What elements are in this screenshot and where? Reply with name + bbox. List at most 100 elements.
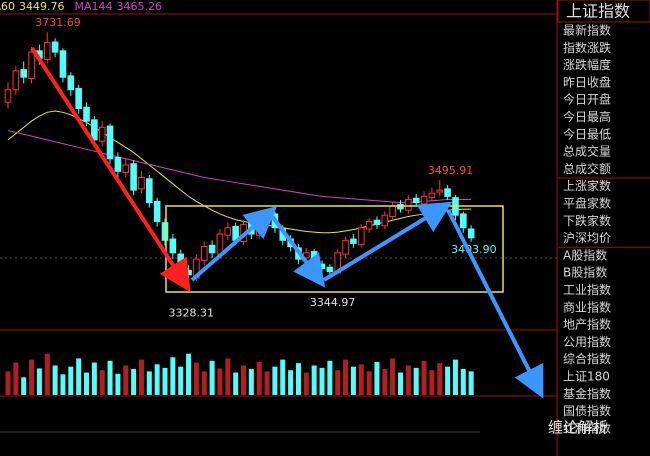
volume-bar xyxy=(366,371,372,395)
panel-field: 今日最高 xyxy=(563,109,611,124)
volume-bar xyxy=(138,359,144,395)
volume-bar xyxy=(335,370,341,395)
volume-bar xyxy=(170,357,176,395)
candle-body xyxy=(460,213,467,229)
ma-line xyxy=(7,130,472,204)
volume-bar xyxy=(209,360,215,395)
volume-bar xyxy=(248,369,254,395)
candle-body xyxy=(381,214,389,227)
candle-body xyxy=(114,156,122,172)
candle-body xyxy=(43,42,51,61)
candle-body xyxy=(444,188,451,197)
candle-body xyxy=(28,51,35,79)
watermark: 缠论解析 xyxy=(548,419,608,437)
volume-bar xyxy=(445,366,451,395)
ma-line xyxy=(7,110,472,234)
volume-bar xyxy=(76,358,82,395)
volume-bar xyxy=(52,365,58,395)
volume-bar xyxy=(146,371,152,395)
volume-bar xyxy=(421,360,427,395)
candle-body xyxy=(130,163,137,191)
volume-bar xyxy=(107,360,113,395)
volume-bar xyxy=(303,372,309,395)
candle-body xyxy=(75,87,82,110)
candle-body xyxy=(389,205,396,217)
trend-arrow xyxy=(322,201,453,282)
trend-arrow xyxy=(30,46,191,293)
candle-body xyxy=(216,233,224,255)
volume-bar xyxy=(21,377,27,395)
trend-arrow xyxy=(190,206,278,282)
volume-bar xyxy=(288,370,294,395)
panel-field: A股指数 xyxy=(563,247,607,262)
candle-body xyxy=(20,69,27,78)
volume-bar xyxy=(91,362,97,395)
candle-body xyxy=(310,251,318,266)
volume-bar xyxy=(468,371,474,395)
candle-body xyxy=(405,199,412,211)
volume-bar xyxy=(201,371,207,395)
candle-body xyxy=(208,244,216,254)
candle-body xyxy=(420,195,428,205)
panel-field: 总成交额 xyxy=(563,161,611,176)
candle-body xyxy=(428,192,436,199)
volume-bar xyxy=(217,368,223,395)
volume-bar xyxy=(374,361,380,395)
volume-bar xyxy=(99,370,105,395)
panel-field: 今日最低 xyxy=(563,126,611,141)
trend-arrow xyxy=(270,214,326,288)
panel-field: 公用指数 xyxy=(563,334,611,349)
candle-body xyxy=(59,50,67,78)
volume-bar xyxy=(460,369,466,395)
panel-field: 国债指数 xyxy=(563,403,611,418)
price-label: 3731.69 xyxy=(35,16,81,29)
candle-body xyxy=(177,253,184,273)
price-label: 3328.31 xyxy=(169,306,215,319)
candle-body xyxy=(161,222,169,241)
legend-value: 3465.26 xyxy=(117,0,163,13)
candle-body xyxy=(51,41,59,53)
panel-field: 平盘家数 xyxy=(563,196,611,211)
candle-body xyxy=(467,228,475,239)
panel-field: 今日开盘 xyxy=(563,92,611,107)
panel-field: 商业指数 xyxy=(563,299,611,314)
volume-bar xyxy=(233,372,239,395)
volume-bar xyxy=(186,353,192,395)
candle-body xyxy=(185,269,192,276)
volume-bar xyxy=(162,367,168,395)
volume-bar xyxy=(343,359,349,395)
volume-bar xyxy=(36,368,42,395)
candle-body xyxy=(146,178,153,204)
candle-body xyxy=(326,266,334,273)
volume-bar xyxy=(123,365,129,395)
trend-arrow xyxy=(446,209,544,399)
volume-bar xyxy=(44,353,50,395)
volume-bar xyxy=(390,358,396,395)
candle-body xyxy=(91,119,98,141)
panel-field: 下跌家数 xyxy=(563,213,611,228)
price-label: 3495.91 xyxy=(428,164,474,177)
panel-title: 上证指数 xyxy=(566,2,630,21)
volume-bar xyxy=(264,371,270,395)
volume-bar xyxy=(405,365,411,395)
volume-bar xyxy=(68,366,74,395)
volume-bar xyxy=(437,363,443,395)
candle-body xyxy=(436,189,444,193)
volume-bar xyxy=(225,358,231,395)
panel-field: 基金指数 xyxy=(563,386,611,401)
volume-bar xyxy=(429,370,435,395)
candle-body xyxy=(4,89,12,103)
candle-body xyxy=(365,220,373,230)
volume-bar xyxy=(256,361,262,395)
candle-body xyxy=(98,126,106,142)
candle-body xyxy=(169,238,177,254)
volume-bar xyxy=(193,362,199,395)
price-label: 3344.97 xyxy=(310,296,356,309)
volume-bar xyxy=(29,359,35,395)
candle-body xyxy=(342,239,349,255)
volume-bar xyxy=(311,365,317,395)
panel-field: 综合指数 xyxy=(563,351,611,366)
legend-name: MA144 xyxy=(75,0,113,13)
